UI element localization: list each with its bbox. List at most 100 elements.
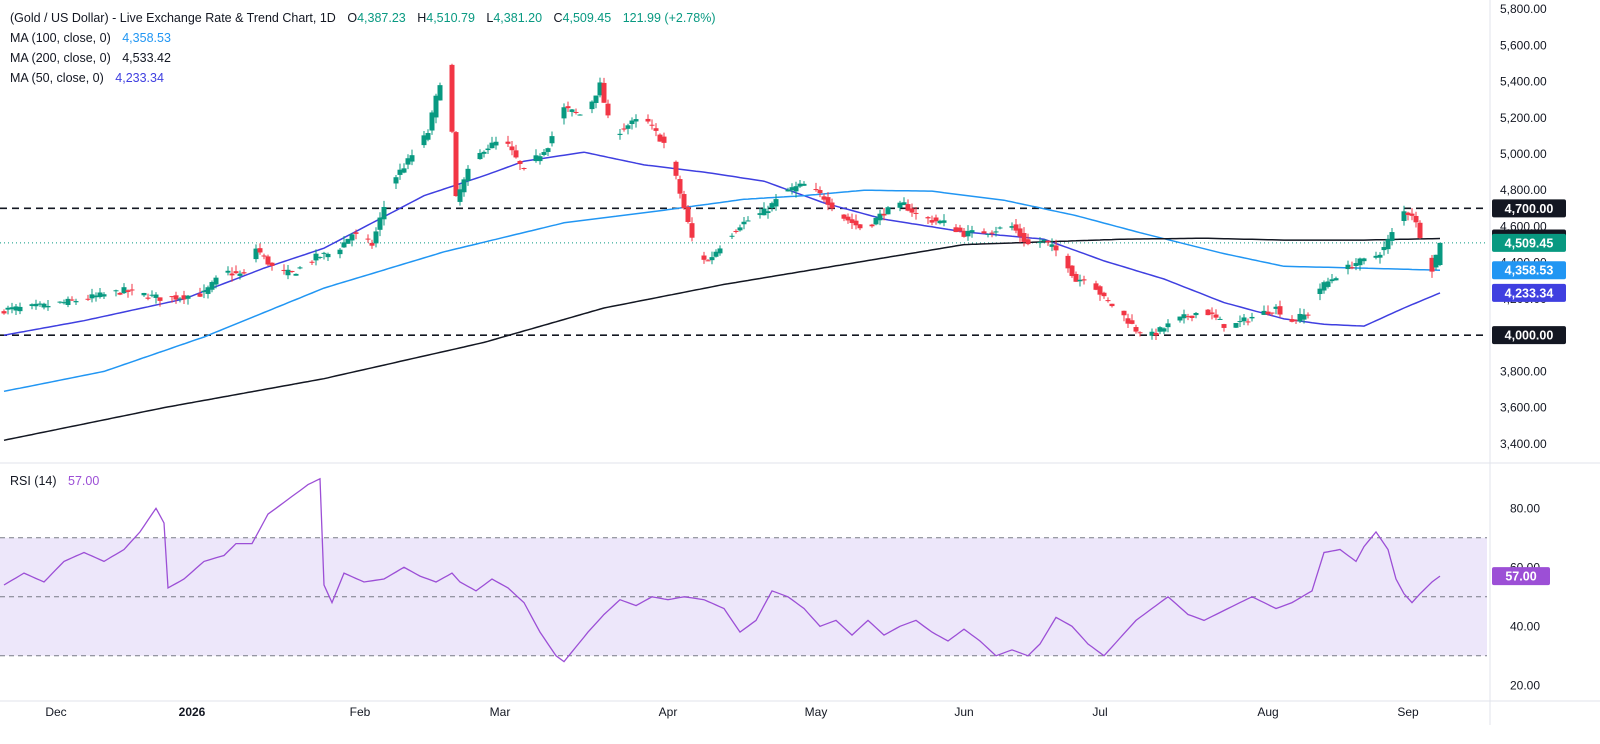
candle-body — [513, 150, 519, 158]
candle-body — [1185, 316, 1191, 318]
candle-body — [1105, 300, 1111, 302]
candle-body — [685, 206, 691, 222]
candle-body — [653, 128, 659, 131]
price-badge-label: 4,700.00 — [1505, 202, 1554, 216]
candle-body — [661, 136, 667, 143]
rsi-label: RSI (14) — [10, 474, 57, 488]
candle-body — [433, 95, 439, 118]
candle-body — [673, 161, 679, 176]
candle-body — [813, 189, 819, 191]
candle-body — [1073, 273, 1079, 282]
candle-body — [769, 203, 775, 209]
candle-body — [825, 197, 831, 205]
candle-body — [953, 227, 959, 233]
candle-body — [617, 133, 623, 135]
candle-body — [1353, 263, 1359, 266]
price-tick-label: 5,600.00 — [1500, 38, 1547, 52]
candle-body — [957, 227, 963, 232]
candle-body — [569, 109, 575, 112]
candle-body — [969, 230, 975, 233]
candle-body — [41, 303, 47, 308]
candle-body — [517, 160, 523, 165]
candle-body — [69, 299, 75, 301]
candle-body — [349, 234, 355, 241]
candle-body — [449, 64, 455, 132]
candle-body — [1221, 324, 1227, 328]
symbol-title[interactable]: (Gold / US Dollar) - Live Exchange Rate … — [10, 11, 336, 25]
candle-body — [989, 232, 995, 234]
candle-body — [125, 290, 131, 292]
ma100-line — [3, 189, 1441, 393]
candle-body — [365, 238, 371, 240]
candle-body — [237, 273, 243, 276]
price-tick-label: 5,200.00 — [1500, 111, 1547, 125]
candle-body — [1381, 247, 1387, 251]
candle-body — [657, 134, 663, 142]
candle-body — [453, 132, 459, 197]
candle-body — [1321, 282, 1327, 291]
ma100-legend[interactable]: MA (100, close, 0) 4,358.53 — [10, 28, 715, 48]
time-tick-label: Mar — [490, 705, 511, 719]
ma200-value: 4,533.42 — [122, 51, 171, 65]
candle-body — [37, 303, 43, 305]
candle-body — [225, 270, 231, 273]
rsi-legend[interactable]: RSI (14) 57.00 — [10, 471, 99, 491]
candle-body — [141, 292, 147, 296]
candle-body — [741, 221, 747, 225]
candle-body — [341, 242, 347, 248]
price-tick-label: 4,800.00 — [1500, 183, 1547, 197]
candle-body — [1317, 288, 1323, 295]
candle-body — [437, 85, 443, 101]
candle-body — [961, 230, 967, 237]
candle-body — [153, 294, 159, 298]
candle-body — [177, 298, 183, 300]
candle-body — [33, 303, 39, 307]
candle-body — [121, 287, 127, 294]
candle-body — [621, 128, 627, 130]
candle-body — [1149, 331, 1155, 336]
candle-body — [573, 111, 579, 113]
candle-body — [821, 196, 827, 200]
ma50-legend[interactable]: MA (50, close, 0) 4,233.34 — [10, 68, 715, 88]
candle-body — [701, 255, 707, 260]
candle-body — [1177, 316, 1183, 321]
candle-body — [565, 106, 571, 109]
candle-body — [1181, 314, 1187, 319]
candle-body — [461, 179, 467, 193]
candle-body — [393, 177, 399, 184]
candle-body — [817, 190, 823, 194]
candle-body — [877, 213, 883, 221]
candle-body — [149, 294, 155, 296]
candle-body — [737, 227, 743, 231]
candle-body — [1245, 321, 1251, 323]
candle-body — [1377, 254, 1383, 258]
candle-body — [1161, 328, 1167, 332]
candle-body — [425, 133, 431, 140]
candle-body — [45, 305, 51, 308]
candle-body — [937, 220, 943, 224]
ma50-label: MA (50, close, 0) — [10, 71, 104, 85]
candle-body — [509, 146, 515, 151]
candle-body — [1289, 319, 1295, 322]
candle-body — [1273, 306, 1279, 309]
candle-body — [801, 183, 807, 186]
candle-body — [841, 214, 847, 219]
candle-body — [1045, 240, 1051, 243]
candle-body — [1065, 255, 1071, 269]
candle-body — [729, 235, 735, 237]
candle-body — [897, 202, 903, 208]
candle-body — [929, 220, 935, 223]
ma100-value: 4,358.53 — [122, 31, 171, 45]
ma200-legend[interactable]: MA (200, close, 0) 4,533.42 — [10, 48, 715, 68]
candle-body — [1405, 212, 1411, 216]
candle-body — [1401, 211, 1407, 221]
candle-body — [521, 168, 527, 170]
candle-body — [493, 141, 499, 146]
candle-body — [1345, 264, 1351, 270]
candle-body — [597, 82, 603, 96]
time-tick-label: Apr — [659, 705, 678, 719]
candle-body — [89, 294, 95, 299]
candle-body — [905, 204, 911, 211]
candle-body — [1037, 242, 1043, 244]
